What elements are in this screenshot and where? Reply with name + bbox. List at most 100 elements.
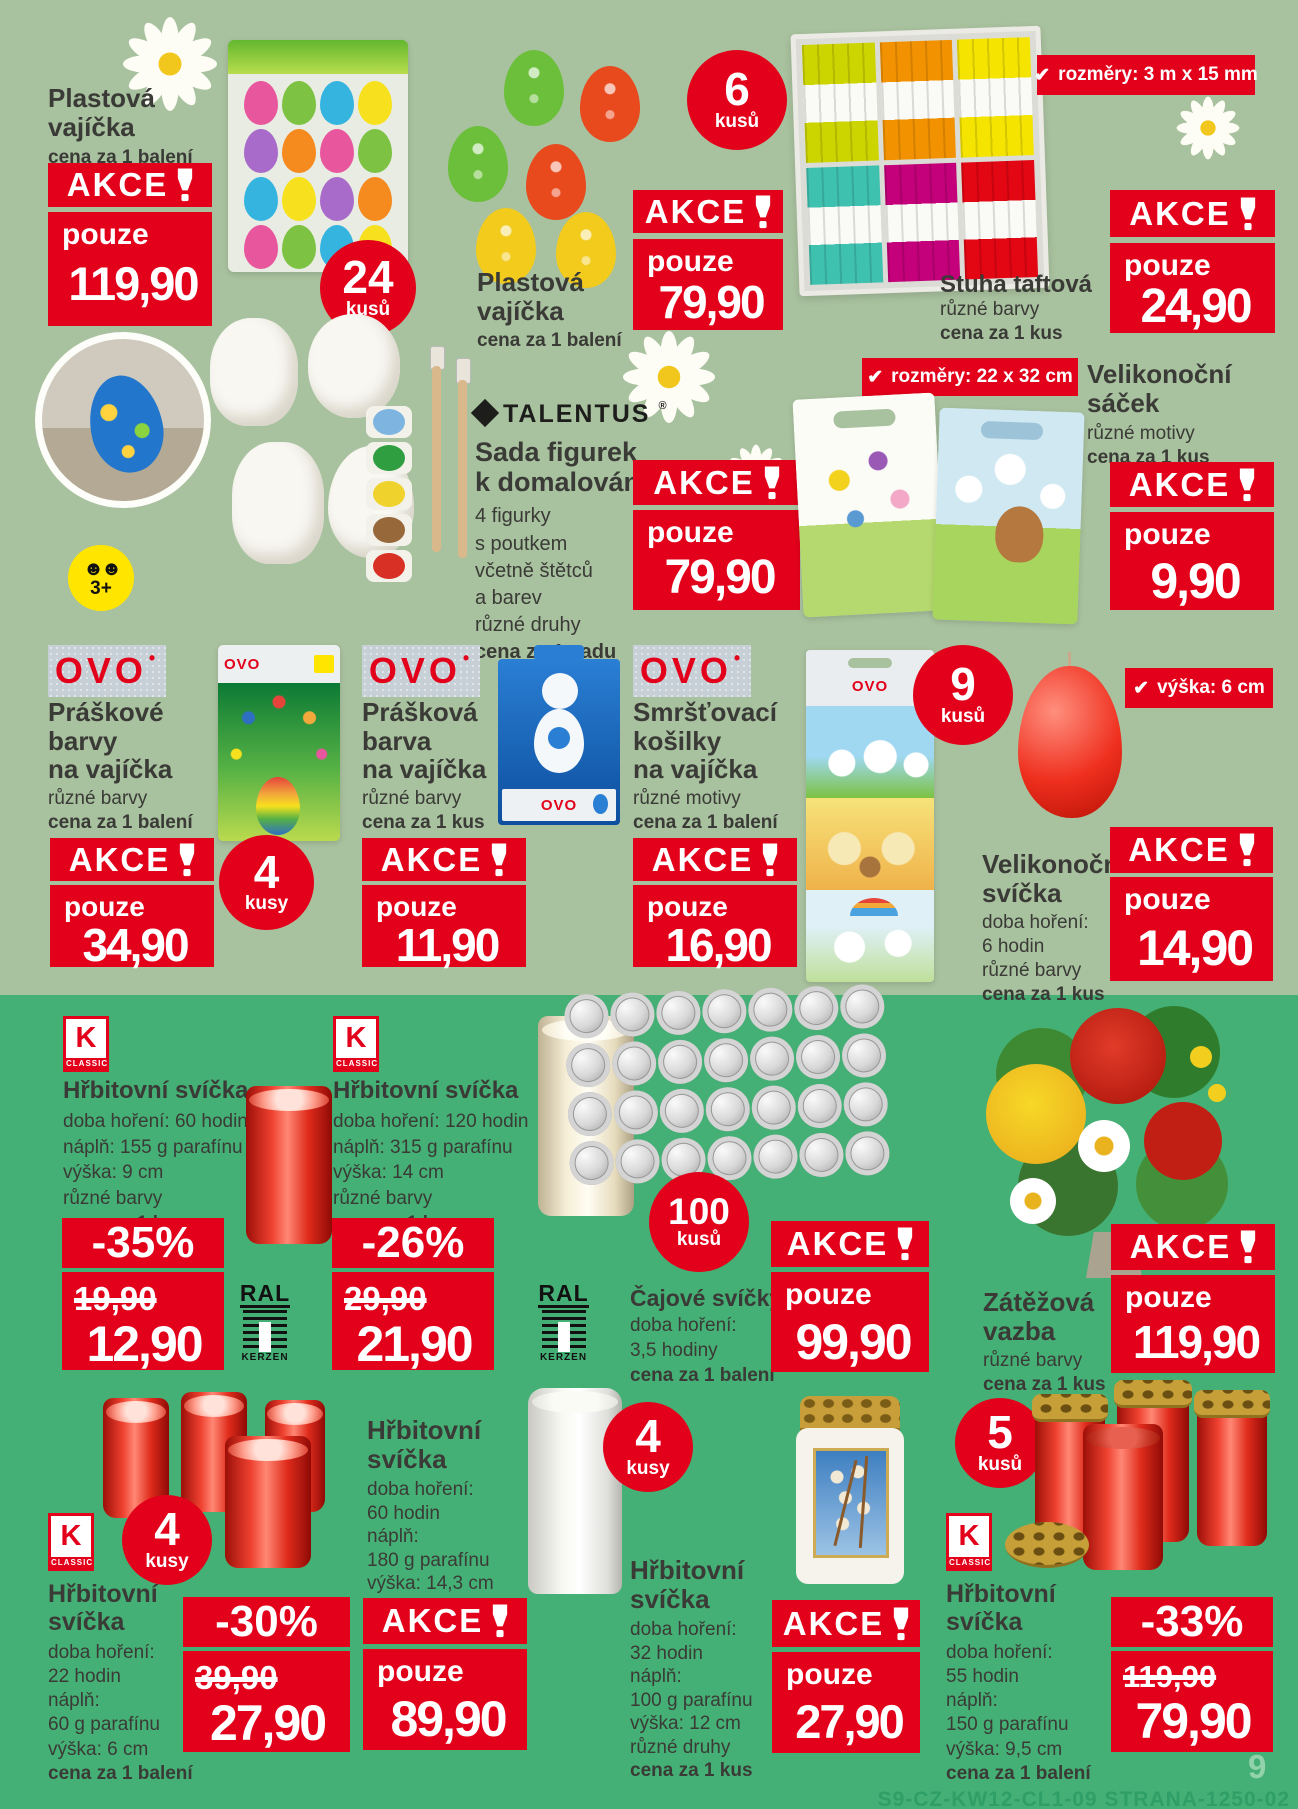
price-box: pouze 9,90: [1110, 512, 1274, 610]
price: 79,90: [1135, 1692, 1252, 1749]
product-name: Hřbitovní: [946, 1580, 1056, 1608]
price: 99,90: [795, 1313, 912, 1370]
price: 27,90: [795, 1694, 905, 1748]
product-detail: doba hoření: 60 hodin: [63, 1111, 248, 1133]
product-name: Prášková: [362, 697, 478, 727]
akce-badge: AKCE: [772, 1600, 920, 1647]
product-detail: výška: 6 cm: [48, 1738, 149, 1760]
akce-badge: AKCE: [362, 838, 526, 881]
price: 21,90: [356, 1315, 473, 1372]
product-name: Plastová: [48, 83, 155, 113]
product-image-praskova-barva: OVO: [498, 645, 620, 827]
akce-badge: AKCE: [48, 163, 212, 207]
diamond-icon: [470, 398, 500, 428]
akce-badge: AKCE: [1110, 462, 1274, 507]
product-detail: 60 g parafínu: [48, 1714, 160, 1736]
product-name: Práškové: [48, 697, 164, 727]
page-number: 9: [1248, 1748, 1267, 1785]
product-text-sada-figurek: Sada figurek k domalování 4 figurky s po…: [475, 437, 675, 667]
product-name: barva: [362, 725, 432, 756]
price: 79,90: [664, 550, 776, 604]
discount-badge: -30%: [183, 1597, 350, 1647]
page-code: S9-CZ-KW12-CL1-09 STRANA-1250-02: [877, 1788, 1290, 1809]
product-image-hrbitovni-55h: [1005, 1380, 1290, 1578]
count-badge: 9 kusů: [913, 645, 1013, 745]
product-detail: výška: 12 cm: [630, 1713, 741, 1735]
product-detail: 55 hodin: [946, 1666, 1019, 1688]
price: 34,90: [82, 919, 189, 972]
product-detail: s poutkem: [475, 532, 568, 555]
k-classic-logo: K CLASSIC: [63, 1016, 109, 1072]
product-detail: náplň:: [48, 1690, 100, 1712]
ral-quality-mark: RAL KERZEN: [239, 1280, 291, 1363]
dimension-flag: ✔ rozměry: 3 m x 15 mm: [1034, 55, 1258, 95]
price-box: pouze 16,90: [633, 885, 797, 970]
akce-badge: AKCE: [1111, 1224, 1275, 1270]
exclamation-icon: [893, 1607, 909, 1641]
product-detail: výška: 14,3 cm: [367, 1573, 494, 1595]
dimension-flag: ✔ výška: 6 cm: [1125, 668, 1273, 708]
price-box: pouze 79,90: [633, 239, 783, 330]
product-detail: cena za 1 balení: [630, 1364, 775, 1386]
product-text-plastova-vajicka-6: Plastová vajíčka cena za 1 balení: [477, 268, 637, 353]
count-badge: 4 kusy: [122, 1495, 212, 1585]
ovo-logo: OVO •: [633, 645, 751, 697]
product-name: svíčka: [48, 1607, 125, 1636]
price: 9,90: [1150, 552, 1241, 609]
product-detail: 32 hodin: [630, 1642, 703, 1664]
product-text-sacek: Velikonoční sáček různé motivy cena za 1…: [1087, 360, 1277, 470]
price: 11,90: [395, 919, 501, 972]
product-detail: 22 hodin: [48, 1666, 121, 1688]
product-detail: cena za 1 kus: [982, 984, 1105, 1005]
product-image-cajove-svicky: [563, 982, 906, 1190]
akce-badge: AKCE: [633, 190, 783, 233]
daisy-icon: [1176, 96, 1240, 160]
price-box: pouze 89,90: [363, 1649, 527, 1750]
product-image-vajickova-svicka: [1016, 652, 1126, 822]
product-detail: různé barvy: [983, 1350, 1083, 1372]
product-detail: cena za 1 kus: [983, 1374, 1106, 1396]
product-name: Velikonoční: [1087, 359, 1232, 389]
product-name: Smršťovací: [633, 697, 777, 727]
product-name: Stuha taftová: [940, 271, 1093, 298]
product-detail: 3,5 hodiny: [630, 1339, 718, 1361]
count-badge: 100 kusů: [649, 1172, 749, 1272]
product-name: Hřbitovní: [367, 1415, 482, 1445]
ovo-logo: OVO •: [362, 645, 480, 697]
exclamation-icon: [491, 843, 507, 877]
product-detail: cena za 1 kus: [630, 1760, 753, 1782]
check-icon: ✔: [1034, 64, 1051, 86]
price: 14,90: [1136, 919, 1254, 976]
akce-badge: AKCE: [633, 838, 797, 881]
price-box: 19,90 12,90: [62, 1272, 224, 1370]
product-name: vazba: [983, 1315, 1056, 1346]
product-name: košilky: [633, 725, 722, 756]
product-name: Sada figurek: [475, 437, 638, 467]
product-detail: 60 hodin: [367, 1502, 440, 1524]
product-image-hrbitovni-60h: [246, 1086, 332, 1244]
product-detail: doba hoření:: [982, 912, 1089, 934]
exclamation-icon: [897, 1227, 913, 1261]
exclamation-icon: [492, 1604, 508, 1638]
product-detail: výška: 9 cm: [63, 1162, 164, 1184]
exclamation-icon: [1240, 197, 1256, 231]
product-detail: výška: 14 cm: [333, 1162, 444, 1184]
price: 119,90: [68, 256, 199, 310]
product-detail: doba hoření:: [630, 1315, 737, 1337]
product-detail: náplň:: [946, 1690, 998, 1712]
product-image-stuha-taftova: [790, 25, 1050, 297]
exclamation-icon: [179, 843, 195, 877]
product-detail: různé barvy: [362, 787, 462, 809]
product-image-hrbitovni-32h: [796, 1396, 904, 1588]
dimension-flag: ✔ rozměry: 22 x 32 cm: [862, 358, 1078, 396]
age-badge: ☻☻ 3+: [68, 545, 134, 611]
product-detail: různé barvy: [940, 299, 1040, 321]
akce-badge: AKCE: [771, 1221, 929, 1267]
product-image-kosilky: OVO: [806, 650, 934, 982]
product-detail: náplň:: [367, 1526, 419, 1548]
product-detail: cena za 1 balení: [477, 330, 622, 352]
product-text-plastova-vajicka-24: Plastová vajíčka cena za 1 balení: [48, 84, 238, 170]
exclamation-icon: [755, 195, 771, 229]
price-box: 39,90 27,90: [183, 1651, 350, 1752]
